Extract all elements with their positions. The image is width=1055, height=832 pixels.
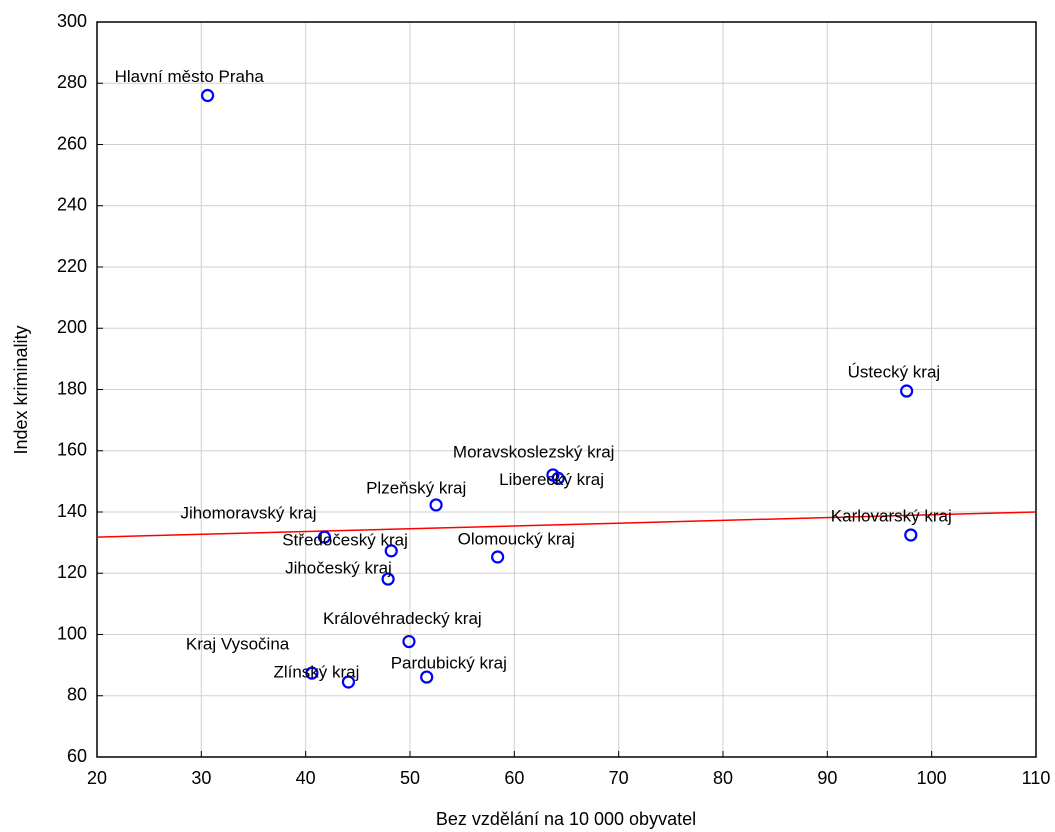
y-tick-label: 240 [57, 195, 87, 215]
point [200, 88, 215, 103]
point-label: Středočeský kraj [282, 530, 408, 549]
y-tick-label: 220 [57, 256, 87, 276]
y-tick-label: 100 [57, 623, 87, 643]
point [551, 471, 565, 485]
point-label: Karlovarský kraj [831, 506, 952, 525]
point [429, 498, 443, 512]
point-label: Kraj Vysočina [186, 635, 290, 654]
x-tick-label: 90 [817, 768, 837, 788]
y-tick-label: 120 [57, 562, 87, 582]
y-tick-label: 140 [57, 501, 87, 521]
point-label: Hlavní město Praha [115, 67, 265, 86]
point-label: Olomoucký kraj [458, 530, 575, 549]
point [904, 528, 918, 542]
x-tick-label: 110 [1022, 768, 1051, 788]
point-label: Plzeňský kraj [366, 478, 466, 497]
point [491, 550, 505, 564]
point [420, 670, 434, 684]
point [381, 572, 395, 586]
point-label: Jihomoravský kraj [180, 504, 316, 523]
point-label: Moravskoslezský kraj [453, 442, 615, 461]
point-label: Liberecký kraj [499, 470, 604, 489]
point [317, 530, 332, 544]
point-label: Královéhradecký kraj [323, 609, 482, 628]
y-tick-label: 60 [67, 746, 87, 766]
point-label: Ústecký kraj [848, 363, 941, 382]
x-tick-label: 50 [400, 768, 420, 788]
y-tick-label: 300 [57, 11, 87, 31]
x-tick-label: 30 [191, 768, 211, 788]
point-label: Zlínský kraj [273, 662, 359, 681]
y-tick-label: 200 [57, 317, 87, 337]
point [384, 544, 398, 558]
trend-line [96, 511, 1037, 538]
y-tick-label: 260 [57, 133, 87, 153]
x-tick-label: 80 [713, 768, 733, 788]
y-axis-label: Index kriminality [11, 325, 31, 454]
point [305, 666, 319, 680]
y-tick-label: 80 [67, 685, 87, 705]
point-label: Jihočeský kraj [285, 559, 392, 578]
x-tick-label: 70 [609, 768, 629, 788]
x-tick-label: 20 [87, 768, 107, 788]
y-tick-label: 280 [57, 72, 87, 92]
y-tick-label: 180 [57, 378, 87, 398]
point [402, 634, 416, 649]
plot-frame [96, 21, 1037, 758]
x-tick-label: 60 [504, 768, 524, 788]
point [341, 675, 356, 689]
x-tick-label: 100 [917, 768, 947, 788]
point [900, 384, 914, 398]
point-label: Pardubický kraj [391, 654, 507, 673]
x-tick-label: 40 [296, 768, 316, 788]
x-axis-label: Bez vzdělání na 10 000 obyvatel [436, 809, 696, 829]
y-tick-label: 160 [57, 440, 87, 460]
